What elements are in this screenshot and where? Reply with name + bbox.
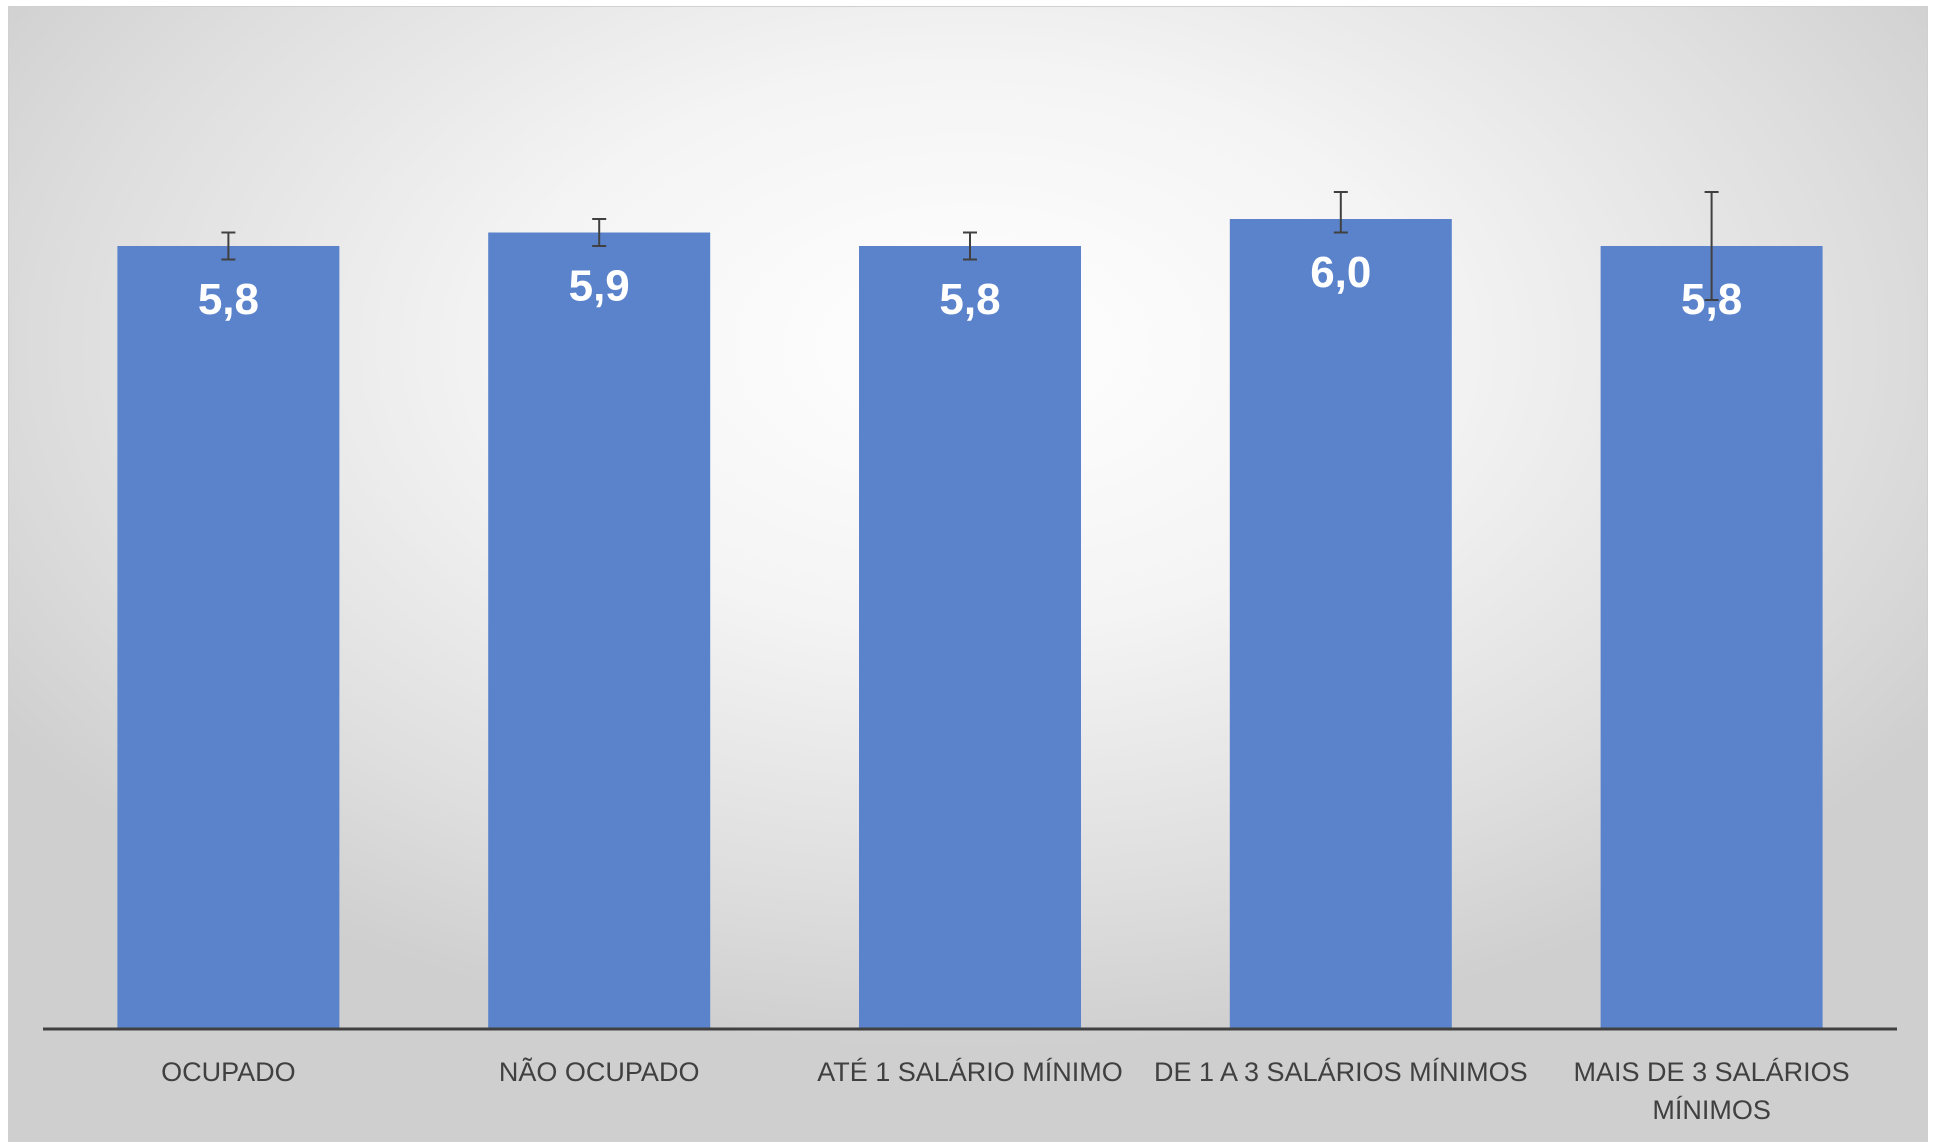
x-tick-label-3: DE 1 A 3 SALÁRIOS MÍNIMOS [1154, 1057, 1528, 1087]
data-label-2: 5,8 [939, 275, 1000, 324]
error-bar-3 [1333, 191, 1348, 234]
x-tick-label-4-line-1: MÍNIMOS [1652, 1095, 1771, 1125]
bar-3 [1229, 219, 1452, 1029]
error-bar-4 [1704, 191, 1719, 301]
error-bars-layer [221, 191, 1719, 301]
chart-area: 5,8 5,9 5,8 6,0 5,8 OCUPADO NÃO OCUPADO ATÉ 1 … [8, 6, 1928, 1142]
error-bar-0 [221, 231, 236, 261]
bar-chart: 5,8 5,9 5,8 6,0 5,8 OCUPADO NÃO OCUPADO ATÉ 1 … [43, 191, 1897, 1125]
bars-layer [117, 219, 1823, 1029]
x-tick-label-2: ATÉ 1 SALÁRIO MÍNIMO [817, 1057, 1123, 1087]
x-tick-label-0: OCUPADO [161, 1057, 296, 1087]
bar-0 [117, 246, 340, 1029]
category-labels-layer: OCUPADO NÃO OCUPADO ATÉ 1 SALÁRIO MÍNIMO DE… [161, 1056, 1850, 1125]
data-label-0: 5,8 [198, 275, 259, 324]
x-tick-label-4-line-0: MAIS DE 3 SALÁRIOS [1574, 1057, 1850, 1087]
data-label-4: 5,8 [1681, 275, 1742, 324]
data-label-1: 5,9 [569, 262, 630, 311]
data-label-3: 6,0 [1310, 248, 1371, 297]
bar-1 [488, 232, 711, 1029]
bar-2 [859, 246, 1081, 1029]
error-bar-2 [963, 231, 977, 261]
value-labels-layer: 5,8 5,9 5,8 6,0 5,8 [198, 248, 1742, 324]
bar-4 [1600, 246, 1823, 1029]
error-bar-1 [592, 218, 607, 247]
x-tick-label-1: NÃO OCUPADO [499, 1056, 700, 1087]
